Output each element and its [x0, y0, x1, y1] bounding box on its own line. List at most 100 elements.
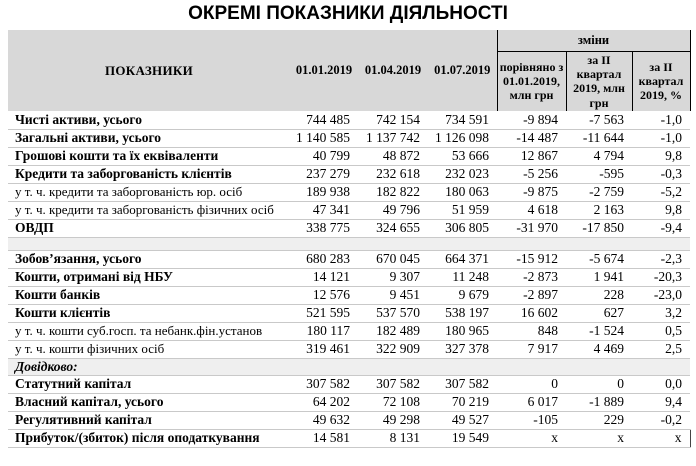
row-label: Власний капітал, усього: [8, 393, 290, 412]
column-header-date-01-01-2019: 01.01.2019: [290, 30, 358, 112]
section-row: Довідково:: [8, 358, 691, 376]
row-label: Кредити та заборгованість клієнтів: [8, 165, 290, 184]
row-label: у т. ч. кошти фізичних осіб: [8, 340, 290, 359]
value-cell: 8 131: [358, 429, 428, 448]
value-cell: 0,0: [632, 375, 691, 394]
value-cell: 521 595: [290, 304, 358, 323]
column-header-date-01-04-2019: 01.04.2019: [358, 30, 428, 112]
table-row: Загальні активи, усього 1 140 585 1 137 74…: [8, 129, 691, 148]
value-cell: 189 938: [290, 183, 358, 202]
value-cell: 16 602: [497, 304, 566, 323]
value-cell: 734 591: [428, 111, 497, 130]
value-cell: 12 576: [290, 286, 358, 305]
table-row: Грошові кошти та їх еквіваленти 40 799 48 …: [8, 147, 691, 166]
value-cell: -595: [566, 165, 632, 184]
value-cell: -9,4: [632, 219, 691, 238]
table-row: Кошти клієнтів 521 595 537 570 538 197 16 60…: [8, 304, 691, 323]
value-cell: 232 618: [358, 165, 428, 184]
table-row: Чисті активи, усього 744 485 742 154 734 59…: [8, 111, 691, 130]
value-cell: 70 219: [428, 393, 497, 412]
value-cell: 9 451: [358, 286, 428, 305]
column-header-indicators: ПОКАЗНИКИ: [8, 30, 290, 112]
value-cell: 9,8: [632, 147, 691, 166]
value-cell: 7 917: [497, 340, 566, 359]
value-cell: 307 582: [290, 375, 358, 394]
table-header: ПОКАЗНИКИ 01.01.2019 01.04.2019 01.07.20…: [8, 30, 691, 112]
value-cell: 180 965: [428, 322, 497, 341]
value-cell: -9 894: [497, 111, 566, 130]
value-cell: 49 796: [358, 201, 428, 220]
row-label: Прибуток/(збиток) після оподаткування: [8, 429, 290, 448]
value-cell: 319 461: [290, 340, 358, 359]
value-cell: 4 618: [497, 201, 566, 220]
table-row: Прибуток/(збиток) після оподаткування 14 …: [8, 429, 691, 448]
value-cell: -1 524: [566, 322, 632, 341]
value-cell: 47 341: [290, 201, 358, 220]
value-cell: 9 307: [358, 268, 428, 287]
table-row: у т. ч. кошти фізичних осіб 319 461 322 90…: [8, 340, 691, 359]
row-label: Кошти, отримані від НБУ: [8, 268, 290, 287]
value-cell: 49 527: [428, 411, 497, 430]
value-cell: x: [566, 429, 632, 448]
value-cell: 307 582: [428, 375, 497, 394]
row-label: у т. ч. кредити та заборгованість юр. ос…: [8, 183, 290, 202]
section-label: Довідково:: [8, 358, 691, 376]
value-cell: 182 489: [358, 322, 428, 341]
table-body: Чисті активи, усього 744 485 742 154 734 59…: [8, 111, 691, 448]
value-cell: -31 970: [497, 219, 566, 238]
spacer-row: [8, 237, 691, 251]
value-cell: 0: [497, 375, 566, 394]
value-cell: 9 679: [428, 286, 497, 305]
value-cell: 1 126 098: [428, 129, 497, 148]
spacer-cell: [8, 237, 691, 251]
row-label: Регулятивний капітал: [8, 411, 290, 430]
value-cell: 49 632: [290, 411, 358, 430]
value-cell: -5 256: [497, 165, 566, 184]
value-cell: -2 897: [497, 286, 566, 305]
column-header-change-q2-mln: за ІІ квартал 2019, млн грн: [565, 51, 632, 112]
value-cell: 3,2: [632, 304, 691, 323]
value-cell: -5,2: [632, 183, 691, 202]
table-row: у т. ч. кошти суб.госп. та небанк.фін.ус…: [8, 322, 691, 341]
page-title: ОКРЕМІ ПОКАЗНИКИ ДІЯЛЬНОСТІ: [188, 3, 508, 24]
value-cell: -15 912: [497, 250, 566, 269]
table-row: Кредити та заборгованість клієнтів 237 27…: [8, 165, 691, 184]
row-label: ОВДП: [8, 219, 290, 238]
value-cell: 14 581: [290, 429, 358, 448]
value-cell: -2 759: [566, 183, 632, 202]
column-header-changes-group: зміни: [496, 30, 691, 52]
value-cell: 338 775: [290, 219, 358, 238]
value-cell: 306 805: [428, 219, 497, 238]
value-cell: 1 941: [566, 268, 632, 287]
value-cell: 537 570: [358, 304, 428, 323]
value-cell: 180 117: [290, 322, 358, 341]
value-cell: 48 872: [358, 147, 428, 166]
value-cell: -5 674: [566, 250, 632, 269]
value-cell: -1,0: [632, 129, 691, 148]
value-cell: 237 279: [290, 165, 358, 184]
row-label: Зобов’язання, усього: [8, 250, 290, 269]
value-cell: 538 197: [428, 304, 497, 323]
value-cell: 40 799: [290, 147, 358, 166]
value-cell: 2,5: [632, 340, 691, 359]
value-cell: 19 549: [428, 429, 497, 448]
value-cell: 0,5: [632, 322, 691, 341]
row-label: у т. ч. кредити та заборгованість фізичн…: [8, 201, 290, 220]
value-cell: 9,4: [632, 393, 691, 412]
value-cell: 182 822: [358, 183, 428, 202]
value-cell: 848: [497, 322, 566, 341]
value-cell: 664 371: [428, 250, 497, 269]
value-cell: -9 875: [497, 183, 566, 202]
row-label: Чисті активи, усього: [8, 111, 290, 130]
value-cell: 327 378: [428, 340, 497, 359]
value-cell: 4 794: [566, 147, 632, 166]
value-cell: -0,2: [632, 411, 691, 430]
indicators-table: ПОКАЗНИКИ 01.01.2019 01.04.2019 01.07.20…: [8, 30, 691, 448]
value-cell: 229: [566, 411, 632, 430]
value-cell: 0: [566, 375, 632, 394]
value-cell: x: [497, 429, 566, 448]
value-cell: -1 889: [566, 393, 632, 412]
value-cell: 744 485: [290, 111, 358, 130]
header-row-top: ПОКАЗНИКИ 01.01.2019 01.04.2019 01.07.20…: [8, 30, 691, 112]
table-row: у т. ч. кредити та заборгованість фізичн…: [8, 201, 691, 220]
